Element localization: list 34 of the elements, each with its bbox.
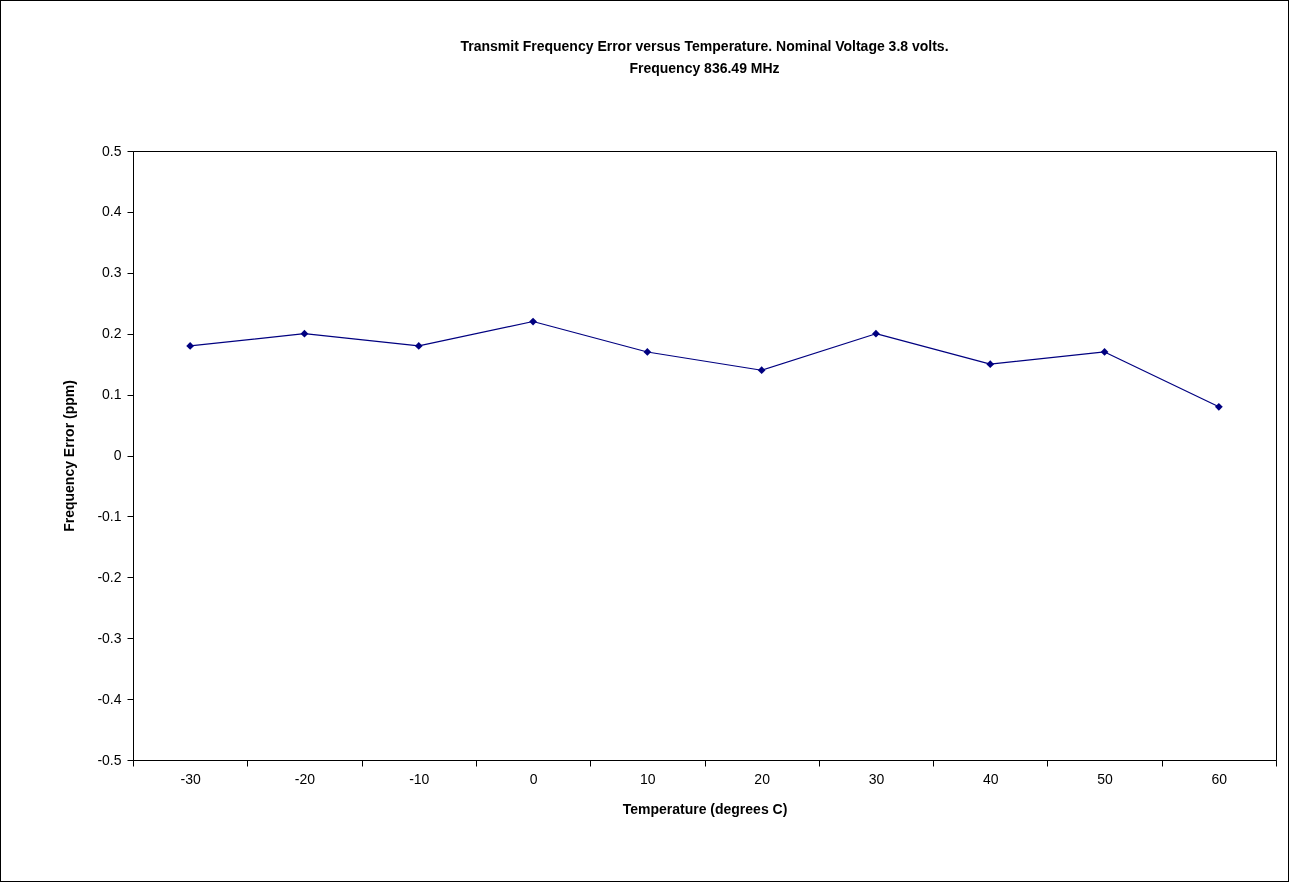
point xyxy=(1214,402,1223,411)
y-tick-label: -0.3 xyxy=(97,629,122,646)
x-tick-label: 50 xyxy=(1097,770,1114,787)
x-tick-label: -30 xyxy=(180,770,201,787)
x-tick-label: 30 xyxy=(868,770,885,787)
x-tick-label: 20 xyxy=(754,770,771,787)
y-tick-label: 0.2 xyxy=(102,325,122,342)
y-tick-label: -0.4 xyxy=(97,690,122,707)
y-tick-label: 0.1 xyxy=(102,386,122,403)
x-tick-label: -10 xyxy=(409,770,430,787)
chart-title: Transmit Frequency Error versus Temperature. Nominal Voltage 3.8 volts. Frequency 836.49 MHz xyxy=(460,38,949,76)
y-tick-label: 0.4 xyxy=(102,203,122,220)
y-axis-title: Frequency Error (ppm) xyxy=(61,380,78,532)
point xyxy=(529,317,537,326)
y-tick-label: -0.5 xyxy=(97,751,122,768)
y-tick-label: -0.2 xyxy=(97,568,122,585)
x-axis-title: Temperature (degrees C) xyxy=(622,800,788,817)
point xyxy=(986,360,995,369)
point xyxy=(643,348,652,356)
x-tick-label: 60 xyxy=(1211,770,1228,787)
y-tick-label: 0.5 xyxy=(102,142,122,159)
point xyxy=(186,342,195,350)
x-tick-label: 10 xyxy=(640,770,656,787)
x-tick-label: 0 xyxy=(529,770,538,787)
y-tick-label: -0.1 xyxy=(97,507,122,524)
point xyxy=(872,329,880,338)
point xyxy=(300,329,309,338)
y-tick-label: 0 xyxy=(113,447,122,463)
x-tick-label: -20 xyxy=(294,770,316,787)
x-tick-label: 40 xyxy=(982,770,999,787)
y-tick-label: 0.3 xyxy=(102,264,122,281)
point xyxy=(1100,348,1109,356)
point xyxy=(757,366,766,375)
point xyxy=(414,342,423,350)
